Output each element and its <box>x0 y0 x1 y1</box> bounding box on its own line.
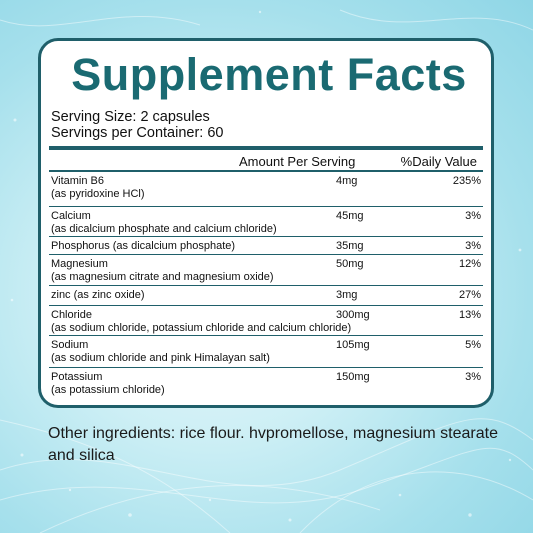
table-row: Potassium (as potassium chloride) 150mg 3… <box>49 368 483 402</box>
nutrient-name: Sodium (as sodium chloride and pink Himal… <box>51 339 270 364</box>
nutrient-daily-value: 3% <box>465 210 481 222</box>
nutrient-daily-value: 27% <box>458 289 481 301</box>
nutrient-amount: 3mg <box>336 289 358 301</box>
nutrient-amount: 45mg <box>336 210 364 222</box>
table-row: Phosphorus (as dicalcium phosphate) 35mg… <box>49 237 483 255</box>
nutrient-table: Vitamin B6 (as pyridoxine HCl) 4mg 235% C… <box>49 172 483 402</box>
table-row: Chloride (as sodium chloride, potassium c… <box>49 306 483 336</box>
nutrient-amount: 300mg <box>336 309 370 321</box>
nutrient-daily-value: 13% <box>458 309 481 321</box>
other-ingredients: Other ingredients: rice flour. hvpromell… <box>48 425 498 464</box>
supplement-facts-panel: Supplement Facts Serving Size: 2 capsule… <box>38 38 494 408</box>
thick-divider <box>49 146 483 150</box>
table-row: zinc (as zinc oxide) 3mg 27% <box>49 286 483 306</box>
table-row: Sodium (as sodium chloride and pink Himal… <box>49 336 483 368</box>
nutrient-name: Calcium (as dicalcium phosphate and calci… <box>51 210 277 235</box>
servings-per-container: Servings per Container: 60 <box>51 125 224 141</box>
table-row: Calcium (as dicalcium phosphate and calci… <box>49 207 483 237</box>
nutrient-daily-value: 3% <box>465 240 481 252</box>
nutrient-name: Chloride (as sodium chloride, potassium c… <box>51 309 352 334</box>
serving-size: Serving Size: 2 capsules <box>51 109 210 125</box>
nutrient-amount: 35mg <box>336 240 364 252</box>
panel-title: Supplement Facts <box>71 49 467 100</box>
amount-column-header: Amount Per Serving <box>239 154 356 169</box>
nutrient-amount: 4mg <box>336 175 358 187</box>
table-row: Magnesium (as magnesium citrate and magne… <box>49 255 483 286</box>
nutrient-amount: 105mg <box>336 339 370 351</box>
column-header-row: Amount Per Serving %Daily Value <box>51 154 481 172</box>
nutrient-daily-value: 3% <box>465 371 481 383</box>
nutrient-amount: 150mg <box>336 371 370 383</box>
nutrient-name: Phosphorus (as dicalcium phosphate) <box>51 240 236 252</box>
nutrient-name: Magnesium (as magnesium citrate and magne… <box>51 258 274 283</box>
nutrient-daily-value: 12% <box>458 258 481 270</box>
nutrient-name: Vitamin B6 (as pyridoxine HCl) <box>51 175 145 200</box>
nutrient-name: zinc (as zinc oxide) <box>51 289 145 301</box>
header-divider <box>49 170 483 172</box>
nutrient-name: Potassium (as potassium chloride) <box>51 371 165 396</box>
nutrient-daily-value: 235% <box>452 175 481 187</box>
nutrient-amount: 50mg <box>336 258 364 270</box>
daily-value-column-header: %Daily Value <box>400 154 477 169</box>
nutrient-daily-value: 5% <box>465 339 481 351</box>
table-row: Vitamin B6 (as pyridoxine HCl) 4mg 235% <box>49 172 483 207</box>
